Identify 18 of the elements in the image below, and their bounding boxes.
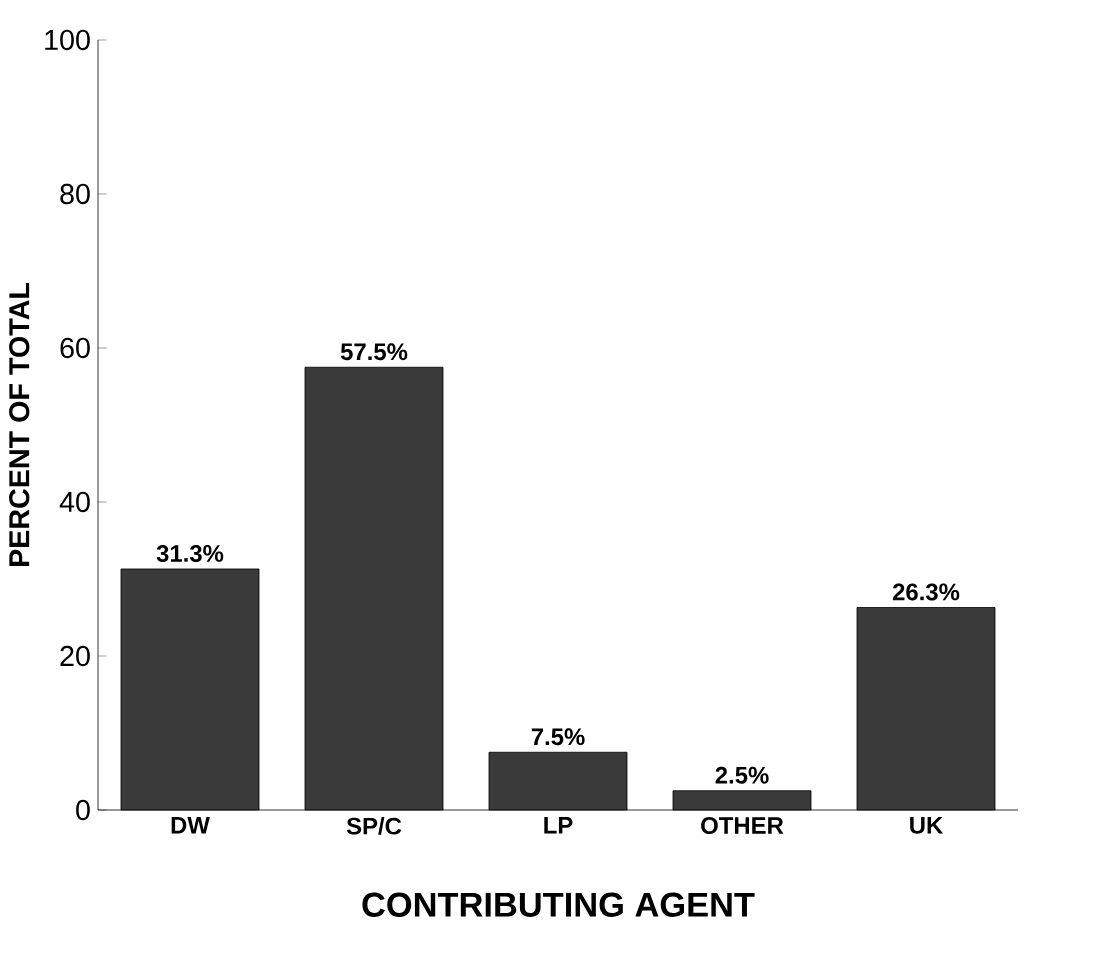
data-label: 31.3% <box>156 544 224 562</box>
y-tick-label: 20 <box>60 645 90 667</box>
y-tick-label: 0 <box>76 799 90 821</box>
y-tick-label: 100 <box>45 29 90 51</box>
data-label: 26.3% <box>892 583 960 601</box>
x-tick-label: OTHER <box>701 817 784 834</box>
data-label: 7.5% <box>531 728 585 746</box>
y-axis-title: PERCENT OF TOTAL <box>9 282 30 567</box>
x-tick-label: LP <box>544 817 573 834</box>
x-axis-title: CONTRIBUTING AGENT <box>362 892 755 917</box>
x-tick-label: DW <box>171 817 210 834</box>
x-tick-label: SP/C <box>346 817 402 835</box>
data-label: 2.5% <box>715 766 769 784</box>
data-label: 57.5% <box>340 343 408 361</box>
y-tick-label: 60 <box>60 337 90 359</box>
x-tick-label: UK <box>910 817 944 834</box>
y-tick-label: 40 <box>59 491 90 513</box>
y-tick-label: 80 <box>60 183 90 205</box>
